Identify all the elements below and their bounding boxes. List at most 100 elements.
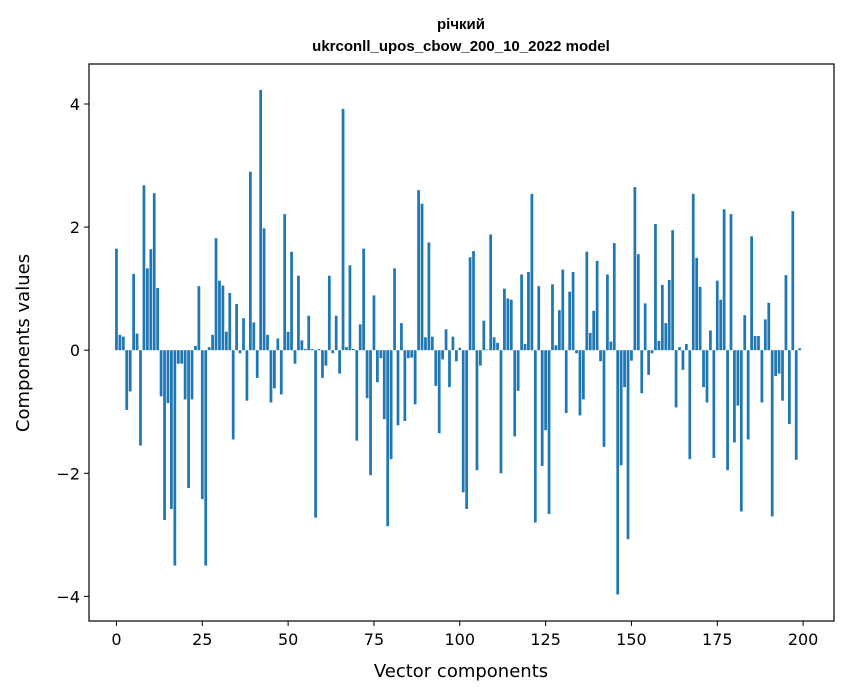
bar-51: [290, 251, 293, 351]
x-tick-label: 150: [616, 630, 647, 649]
bar-54: [300, 340, 304, 351]
bar-115: [509, 299, 513, 351]
bar-72: [362, 248, 366, 351]
y-tick-label: −4: [56, 587, 80, 606]
bar-99: [454, 350, 458, 362]
bar-163: [674, 350, 678, 408]
bar-97: [448, 350, 451, 388]
bar-42: [259, 89, 263, 351]
chart-title-line-2: ukrconll_upos_cbow_200_10_2022 model: [312, 38, 610, 55]
bar-188: [760, 350, 764, 403]
bar-150: [630, 350, 633, 361]
bar-133: [571, 272, 575, 351]
bar-127: [551, 284, 554, 351]
bar-185: [750, 236, 753, 351]
bar-172: [705, 350, 709, 403]
bar-17: [173, 350, 177, 566]
bar-19: [180, 350, 184, 364]
bar-145: [612, 243, 616, 351]
bar-7: [139, 350, 142, 446]
bar-5: [132, 273, 136, 351]
bar-109: [489, 234, 493, 351]
bar-129: [557, 310, 561, 351]
x-axis-label: Vector components: [374, 661, 548, 682]
x-tick-label: 75: [364, 630, 384, 649]
bar-162: [671, 230, 675, 351]
bar-147: [619, 350, 623, 466]
bar-80: [389, 350, 393, 460]
bar-14: [163, 350, 166, 521]
bar-159: [660, 284, 664, 351]
bar-168: [691, 193, 695, 351]
bar-105: [475, 350, 479, 471]
bar-174: [712, 350, 716, 458]
bar-37: [242, 318, 245, 351]
bar-179: [729, 214, 733, 351]
bar-122: [533, 350, 537, 523]
bar-187: [757, 336, 760, 351]
bar-193: [777, 350, 781, 374]
bar-series: [115, 89, 802, 595]
bar-192: [774, 350, 778, 377]
bar-73: [365, 350, 369, 399]
bar-44: [266, 334, 269, 351]
bar-154: [643, 303, 647, 351]
bar-123: [537, 286, 541, 351]
bar-189: [763, 319, 767, 351]
bar-77: [379, 350, 383, 359]
bar-140: [595, 260, 599, 351]
x-tick-label: 200: [788, 630, 819, 649]
bar-157: [654, 224, 657, 351]
bar-118: [520, 274, 523, 351]
bar-125: [544, 350, 547, 431]
bar-18: [176, 350, 180, 364]
bar-32: [224, 331, 228, 351]
bar-124: [540, 350, 544, 466]
bar-101: [461, 350, 465, 493]
bar-6: [135, 333, 139, 351]
bar-198: [794, 350, 798, 460]
bar-111: [496, 342, 499, 351]
bar-11: [152, 193, 156, 351]
bar-148: [623, 350, 626, 388]
bar-153: [640, 350, 644, 394]
bar-25: [200, 350, 204, 500]
bar-34: [231, 350, 235, 440]
bar-87: [413, 350, 417, 405]
bar-60: [321, 350, 324, 378]
bar-119: [523, 344, 527, 351]
bar-85: [406, 350, 410, 359]
x-tick-label: 175: [702, 630, 733, 649]
bar-190: [767, 302, 771, 351]
bar-104: [472, 251, 475, 351]
bar-197: [791, 211, 795, 351]
bar-144: [609, 341, 613, 351]
chart-title-line-1: річкий: [437, 16, 485, 33]
x-tick-label: 100: [445, 630, 476, 649]
x-axis: 0 25 50 75 100 125 150 175 200: [111, 621, 818, 649]
bar-82: [396, 350, 400, 426]
bar-62: [327, 275, 331, 351]
bar-96: [444, 329, 448, 351]
bar-22: [190, 350, 194, 400]
bar-3: [125, 350, 129, 410]
bar-65: [338, 350, 341, 374]
bar-132: [568, 291, 572, 351]
x-tick-label: 50: [278, 630, 298, 649]
bar-59: [317, 348, 321, 351]
bar-93: [434, 350, 438, 386]
bar-58: [314, 350, 317, 518]
y-tick-label: 2: [70, 218, 80, 237]
bar-130: [561, 269, 565, 351]
bar-194: [781, 350, 784, 401]
bar-151: [633, 187, 637, 351]
plot-area-frame: [88, 63, 835, 622]
y-tick-label: −2: [56, 464, 80, 483]
bar-45: [269, 350, 273, 403]
bar-176: [719, 299, 723, 351]
bar-139: [592, 310, 596, 351]
bar-112: [499, 350, 503, 474]
x-tick-label: 125: [530, 630, 561, 649]
bar-184: [746, 350, 750, 440]
